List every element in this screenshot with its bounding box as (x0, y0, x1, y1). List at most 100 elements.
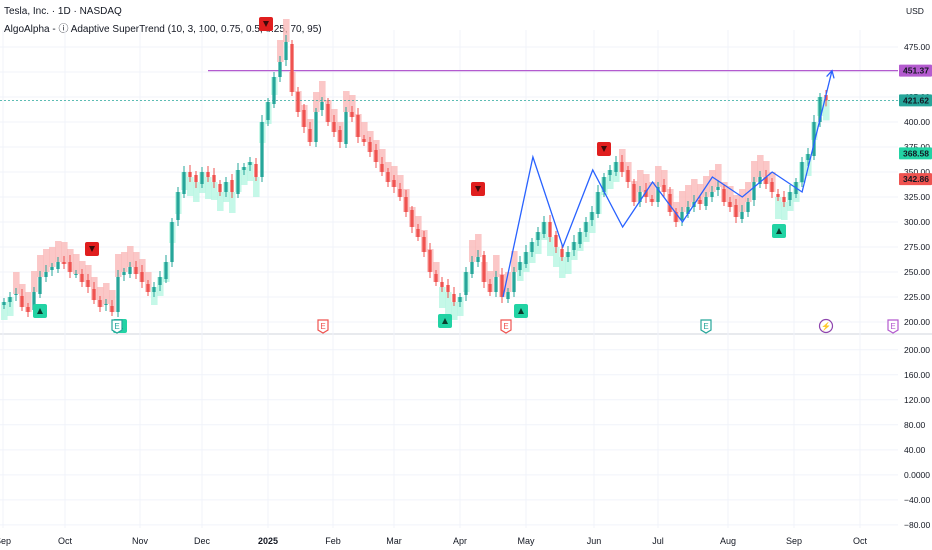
earnings-marker-icon (500, 319, 512, 334)
candle-body (38, 277, 42, 294)
candle-body (686, 207, 690, 214)
candle-body (482, 255, 486, 282)
x-tick-label: Sep (0, 536, 11, 546)
supertrend-band (55, 241, 62, 262)
candle-body (332, 122, 336, 132)
candle-body (374, 150, 378, 162)
y-tick-label: 40.00 (904, 445, 926, 455)
candle-body (212, 175, 216, 182)
candle-body (410, 210, 414, 227)
supertrend-band (37, 255, 44, 277)
candle-body (464, 272, 468, 295)
candle-body (170, 222, 174, 262)
candle-body (80, 274, 84, 282)
event-letter: E (320, 322, 325, 331)
supertrend-band (655, 166, 662, 187)
candle-body (356, 115, 360, 137)
candle-body (638, 192, 642, 202)
sell-arrow-icon (475, 186, 481, 192)
candle-body (530, 242, 534, 252)
candle-body (548, 222, 552, 237)
candle-body (650, 199, 654, 202)
supertrend-band (319, 81, 326, 102)
candle-body (566, 252, 570, 257)
candle-body (290, 44, 294, 92)
supertrend-band (277, 40, 284, 62)
candle-body (302, 110, 306, 127)
supertrend-band (757, 155, 764, 177)
candle-body (146, 284, 150, 292)
candle-body (776, 194, 780, 197)
indicator-label[interactable]: AlgoAlpha - ⓘ Adaptive SuperTrend (10, 3… (4, 24, 322, 35)
candle-body (698, 200, 702, 204)
supertrend-band (649, 182, 656, 202)
y-tick-label: 475.00 (904, 42, 930, 52)
candle-body (224, 182, 228, 192)
candle-body (32, 292, 36, 310)
buy-arrow-icon (776, 228, 782, 234)
candle-body (752, 182, 756, 200)
candle-body (50, 267, 54, 270)
candle-body (230, 180, 234, 192)
candle-body (518, 262, 522, 270)
event-markers: E E E E ⚡ E (111, 318, 899, 334)
candle-body (440, 282, 444, 287)
buy-arrow-icon (442, 318, 448, 324)
event-letter: E (503, 322, 508, 331)
candle-body (584, 222, 588, 232)
supertrend-band (685, 185, 692, 207)
x-tick-label: Mar (386, 536, 402, 546)
x-tick-label: Jul (652, 536, 664, 546)
candle-body (182, 172, 186, 194)
supertrend-band (547, 237, 554, 256)
candle-body (476, 257, 480, 262)
candle-body (266, 102, 270, 120)
candle-body (734, 205, 738, 217)
candle-body (278, 62, 282, 77)
y-tick-label: 160.00 (904, 370, 930, 380)
supertrend-band (241, 167, 248, 185)
candle-body (134, 267, 138, 274)
x-tick-label: Dec (194, 536, 211, 546)
candle-body (164, 262, 168, 279)
sell-arrow-icon (263, 21, 269, 27)
y-tick-label: 0.0000 (904, 470, 930, 480)
supertrend-band (73, 254, 80, 274)
candle-body (458, 297, 462, 302)
candle-body (320, 102, 324, 110)
supertrend-band (559, 257, 566, 278)
price-label-bg (899, 94, 932, 107)
candle-body (2, 302, 6, 305)
supertrend-band (343, 91, 350, 112)
price-label: 342.86 (903, 174, 929, 184)
candle-body (662, 185, 666, 192)
trend-path (502, 69, 835, 298)
supertrend-band (679, 191, 686, 212)
candle-body (428, 250, 432, 272)
candle-body (296, 92, 300, 112)
supertrend-band (43, 249, 50, 272)
supertrend-band (439, 287, 446, 308)
candle-body (362, 139, 366, 142)
supertrend-band (739, 189, 746, 212)
supertrend-band (49, 247, 56, 267)
candle-body (614, 162, 618, 172)
candle-body (656, 187, 660, 202)
candle-body (740, 212, 744, 219)
event-letter: ⚡ (821, 321, 831, 331)
supertrend-band (361, 122, 368, 142)
currency-label: USD (906, 6, 924, 16)
candle-body (128, 267, 132, 274)
lower-pane-axis: 200.00 160.00 120.00 80.00 40.00 0.0000 −40.00… (904, 345, 931, 530)
supertrend-band (1, 302, 8, 320)
price-label: 451.37 (903, 66, 929, 76)
candle-body (800, 162, 804, 182)
supertrend-band (715, 164, 722, 187)
supertrend-band (61, 242, 68, 264)
candle-body (236, 170, 240, 194)
supertrend-band (493, 255, 500, 277)
candle-body (206, 172, 210, 177)
supertrend-band (247, 162, 254, 181)
supertrend-band (115, 254, 122, 277)
